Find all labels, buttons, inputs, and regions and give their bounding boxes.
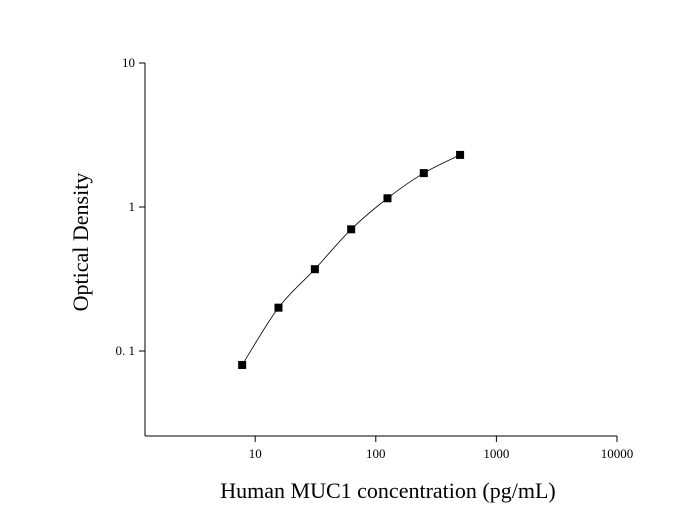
data-point: [310, 265, 319, 274]
x-tick-label: 100: [366, 446, 386, 461]
x-tick-label: 10: [249, 446, 262, 461]
data-point: [419, 169, 428, 178]
data-point: [274, 303, 283, 312]
data-point: [383, 194, 392, 203]
y-tick-label: 1: [129, 199, 136, 214]
y-axis-title: Optical Density: [68, 173, 93, 312]
x-tick-label: 1000: [483, 446, 509, 461]
fit-curve: [241, 154, 461, 366]
x-axis-title: Human MUC1 concentration (pg/mL): [220, 478, 555, 503]
data-point: [238, 360, 247, 369]
x-tick-label: 10000: [601, 446, 634, 461]
data-point: [456, 150, 465, 159]
y-tick-label: 0. 1: [116, 343, 136, 358]
data-point: [347, 225, 356, 234]
y-tick-label: 10: [122, 55, 135, 70]
